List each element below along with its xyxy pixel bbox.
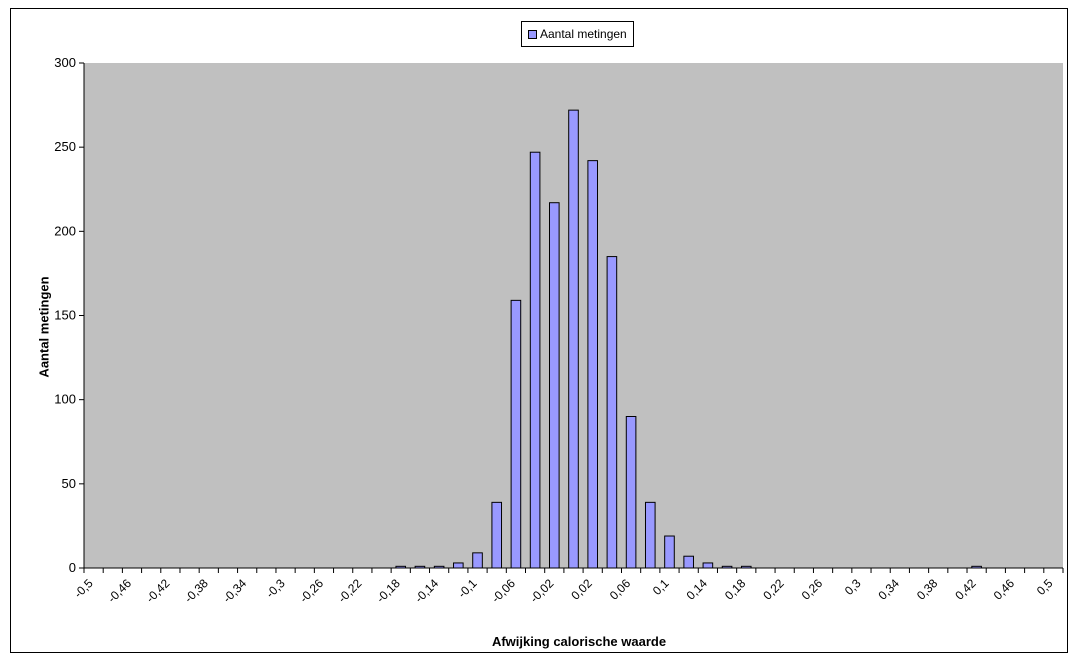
x-tick-label: -0,06	[489, 576, 518, 605]
bar	[606, 256, 618, 569]
x-tick-label: -0,5	[71, 576, 96, 601]
y-tick-label: 250	[54, 139, 76, 154]
x-tick-label: -0,02	[527, 576, 556, 605]
x-tick-label: -0,1	[455, 576, 480, 601]
bar	[587, 160, 598, 569]
x-axis-label: Afwijking calorische waarde	[491, 634, 667, 649]
x-tick-label: 0,14	[684, 576, 711, 603]
y-tick-label: 100	[54, 392, 76, 407]
bar	[529, 151, 541, 569]
y-tick-label: 0	[69, 560, 76, 575]
chart-frame: 0 50 100 150 200 250 300 -0,5 -0,46 -0,42 -0,38 -0,…	[10, 8, 1068, 653]
y-tick-label: 300	[54, 55, 76, 70]
bar	[510, 299, 522, 569]
x-tick-label: -0,3	[263, 576, 288, 601]
x-tick-label: 0,18	[722, 576, 749, 603]
x-tick-label: -0,26	[297, 576, 326, 605]
x-tick-label: -0,38	[182, 576, 211, 605]
bar	[644, 501, 656, 569]
x-tick-label: -0,34	[220, 576, 249, 605]
x-tick-label: -0,42	[143, 576, 172, 605]
bar	[491, 501, 503, 569]
bar	[568, 109, 579, 569]
x-tick-label: -0,18	[374, 576, 403, 605]
x-tick-label: 0,42	[952, 576, 979, 603]
x-tick-label: 0,3	[842, 576, 864, 598]
y-tick-label: 150	[54, 308, 76, 323]
x-tick-label: 0,38	[914, 576, 941, 603]
x-tick-label: 0,1	[650, 576, 672, 598]
bar	[625, 416, 637, 569]
x-tick-label: -0,46	[105, 576, 134, 605]
bar	[453, 562, 464, 569]
bar	[702, 562, 714, 569]
x-tick-label: 0,46	[991, 576, 1018, 603]
bar	[472, 552, 483, 569]
legend-label: Aantal metingen	[540, 27, 627, 41]
bar	[549, 202, 560, 569]
x-tick-label: 0,34	[876, 576, 903, 603]
x-tick-label: -0,22	[335, 576, 364, 605]
x-tick-label: 0,22	[760, 576, 787, 603]
chart-svg: 0 50 100 150 200 250 300 -0,5 -0,46 -0,42 -0,38 -0,…	[54, 55, 1064, 605]
x-tick-label: -0,14	[412, 576, 441, 605]
x-tick-label: 0,26	[799, 576, 826, 603]
y-tick-label: 50	[62, 476, 76, 491]
legend-swatch	[528, 29, 537, 39]
x-tick-label: 0,06	[607, 576, 634, 603]
bar	[683, 555, 694, 569]
y-axis-label: Aantal metingen	[36, 276, 52, 378]
y-tick-label: 200	[54, 223, 76, 238]
legend: Aantal metingen	[521, 21, 634, 47]
bar	[664, 535, 675, 569]
x-tick-label: 0,02	[568, 576, 595, 603]
x-tick-label: 0,5	[1034, 576, 1056, 598]
